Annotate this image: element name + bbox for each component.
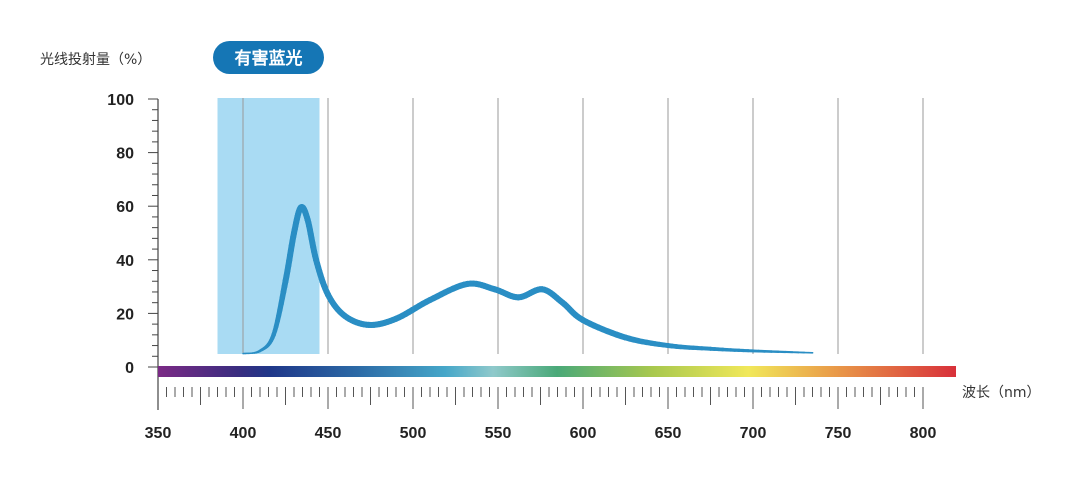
x-tick-label: 450	[315, 425, 342, 442]
x-tick-label: 500	[400, 425, 427, 442]
x-tick-label: 400	[230, 425, 257, 442]
spectrum-bar	[158, 366, 956, 377]
x-tick-label: 350	[145, 425, 172, 442]
harmful-blue-light-region	[217, 98, 320, 354]
x-tick-label: 650	[655, 425, 682, 442]
y-tick-label: 20	[116, 306, 134, 323]
highlight-badge-label: 有害蓝光	[235, 48, 303, 69]
x-tick-label: 600	[570, 425, 597, 442]
y-tick-label: 100	[107, 92, 134, 109]
highlight-badge	[213, 41, 324, 74]
x-tick-label: 800	[910, 425, 937, 442]
y-tick-label: 60	[116, 199, 134, 216]
x-tick-label: 700	[740, 425, 767, 442]
x-tick-label: 750	[825, 425, 852, 442]
y-tick-label: 80	[116, 146, 134, 163]
x-axis-title: 波长（nm）	[962, 385, 1041, 401]
y-axis-title: 光线投射量（%）	[40, 52, 151, 68]
x-tick-label: 550	[485, 425, 512, 442]
y-tick-label: 40	[116, 253, 134, 270]
y-tick-label: 0	[125, 360, 134, 377]
